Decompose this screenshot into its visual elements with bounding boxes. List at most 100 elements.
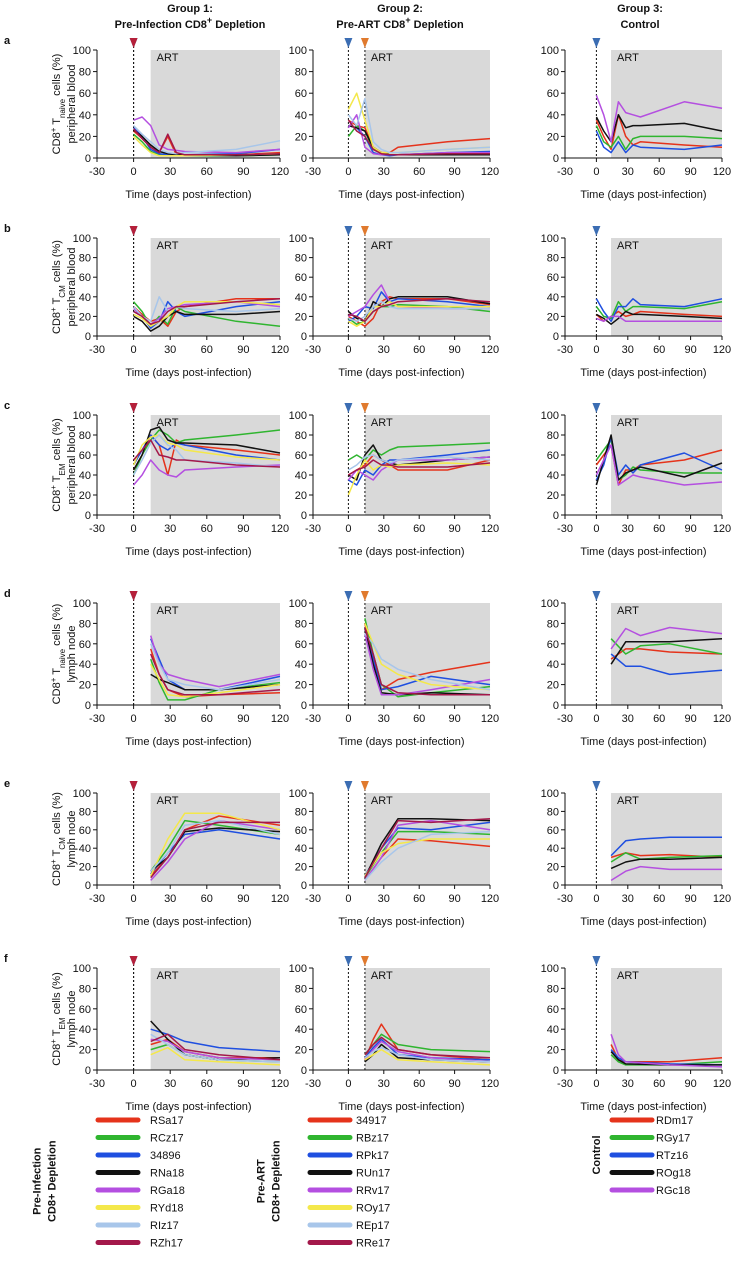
series-line xyxy=(595,298,723,323)
group-title: Pre-ART CD8+ Depletion xyxy=(336,15,464,31)
x-tick-label: 30 xyxy=(378,166,390,178)
y-tick-label: 20 xyxy=(547,680,559,692)
subscript: EM xyxy=(58,1017,67,1029)
y-axis-label-part: cells (%) xyxy=(51,54,63,99)
y-tick-label: 60 xyxy=(547,450,559,462)
x-tick-label: 120 xyxy=(481,1078,499,1090)
art-shade xyxy=(611,415,722,515)
y-tick-label: 80 xyxy=(79,618,91,630)
subscript: EM xyxy=(58,463,67,475)
art-label: ART xyxy=(371,970,393,982)
x-tick-label: 0 xyxy=(131,713,137,725)
x-axis-label: Time (days post-infection) xyxy=(580,189,706,201)
y-tick-label: 80 xyxy=(295,618,307,630)
y-tick-label: 20 xyxy=(547,1045,559,1057)
x-tick-label: 60 xyxy=(413,1078,425,1090)
y-tick-label: 60 xyxy=(79,825,91,837)
marker-triangle xyxy=(592,403,601,413)
y-tick-label: 0 xyxy=(85,880,91,892)
art-label: ART xyxy=(157,417,179,429)
x-tick-label: 120 xyxy=(271,166,289,178)
x-tick-label: 0 xyxy=(131,344,137,356)
x-tick-label: 90 xyxy=(684,344,696,356)
x-tick-label: 30 xyxy=(378,713,390,725)
y-tick-label: 60 xyxy=(547,88,559,100)
x-tick-label: 60 xyxy=(413,344,425,356)
y-tick-label: 80 xyxy=(79,983,91,995)
group-title-part: Depletion xyxy=(411,19,464,31)
x-tick-label: 90 xyxy=(684,523,696,535)
x-tick-label: 120 xyxy=(271,893,289,905)
y-tick-label: 40 xyxy=(547,659,559,671)
y-tick-label: 60 xyxy=(547,639,559,651)
series-line xyxy=(595,439,722,481)
y-tick-label: 40 xyxy=(295,1024,307,1036)
x-tick-label: 0 xyxy=(131,523,137,535)
x-tick-label: 30 xyxy=(378,1078,390,1090)
marker-triangle xyxy=(360,591,369,601)
y-tick-label: 100 xyxy=(73,410,91,422)
x-tick-label: 90 xyxy=(448,344,460,356)
series-line xyxy=(364,838,490,877)
panel-letter: b xyxy=(4,223,11,235)
series-line xyxy=(348,459,491,476)
marker-triangle xyxy=(344,226,353,236)
x-tick-label: 0 xyxy=(593,166,599,178)
y-tick-label: 0 xyxy=(553,1065,559,1077)
x-tick-label: 30 xyxy=(622,523,634,535)
x-axis-label: Time (days post-infection) xyxy=(338,1101,464,1113)
x-tick-label: -30 xyxy=(89,344,105,356)
art-label: ART xyxy=(157,240,179,252)
y-tick-label: 100 xyxy=(289,45,307,57)
marker-triangle xyxy=(129,781,138,791)
x-axis-label: Time (days post-infection) xyxy=(580,916,706,928)
series-line xyxy=(348,291,491,322)
x-tick-label: -30 xyxy=(305,344,321,356)
x-tick-label: -30 xyxy=(305,893,321,905)
marker-triangle xyxy=(344,781,353,791)
y-axis-label: CD8+ TCM cells (%) xyxy=(49,240,67,334)
series-line xyxy=(348,298,491,323)
y-tick-label: 20 xyxy=(295,1045,307,1057)
x-axis-label: Time (days post-infection) xyxy=(125,546,251,558)
series-line xyxy=(610,836,722,857)
art-label: ART xyxy=(617,52,639,64)
legend-title: CD8+ Depletion xyxy=(47,1140,59,1222)
y-axis-label: CD8+ Tnaive cells (%) xyxy=(49,604,67,705)
legend-label: RSa17 xyxy=(150,1115,184,1127)
legend-label: RGa18 xyxy=(150,1185,185,1197)
series-line xyxy=(595,434,723,486)
marker-triangle xyxy=(344,956,353,966)
marker-triangle xyxy=(592,38,601,48)
y-tick-label: 60 xyxy=(295,272,307,284)
series-line xyxy=(610,637,723,665)
series-line xyxy=(150,1033,281,1063)
legend-label: RPk17 xyxy=(356,1150,389,1162)
y-tick-label: 60 xyxy=(79,450,91,462)
y-tick-label: 100 xyxy=(73,598,91,610)
superscript: + xyxy=(49,859,58,864)
x-tick-label: -30 xyxy=(305,166,321,178)
art-shade xyxy=(611,50,722,158)
x-tick-label: -30 xyxy=(557,713,573,725)
x-axis-label: Time (days post-infection) xyxy=(338,736,464,748)
y-axis-label-2: peripheral blood xyxy=(66,65,78,144)
legend-label: REp17 xyxy=(356,1220,390,1232)
x-axis-label: Time (days post-infection) xyxy=(125,1101,251,1113)
series-line xyxy=(150,821,280,879)
x-tick-label: -30 xyxy=(89,713,105,725)
x-tick-label: 0 xyxy=(345,713,351,725)
x-tick-label: 120 xyxy=(481,523,499,535)
series-line xyxy=(610,865,722,882)
x-tick-label: 60 xyxy=(201,1078,213,1090)
legend-label: RTz16 xyxy=(656,1150,688,1162)
series-line xyxy=(348,442,491,461)
series-line xyxy=(610,653,723,676)
legend-label: ROg18 xyxy=(656,1168,691,1180)
x-tick-label: 60 xyxy=(653,1078,665,1090)
y-tick-label: 20 xyxy=(547,311,559,323)
x-tick-label: -30 xyxy=(89,523,105,535)
series-line xyxy=(347,456,491,481)
x-tick-label: 90 xyxy=(237,344,249,356)
